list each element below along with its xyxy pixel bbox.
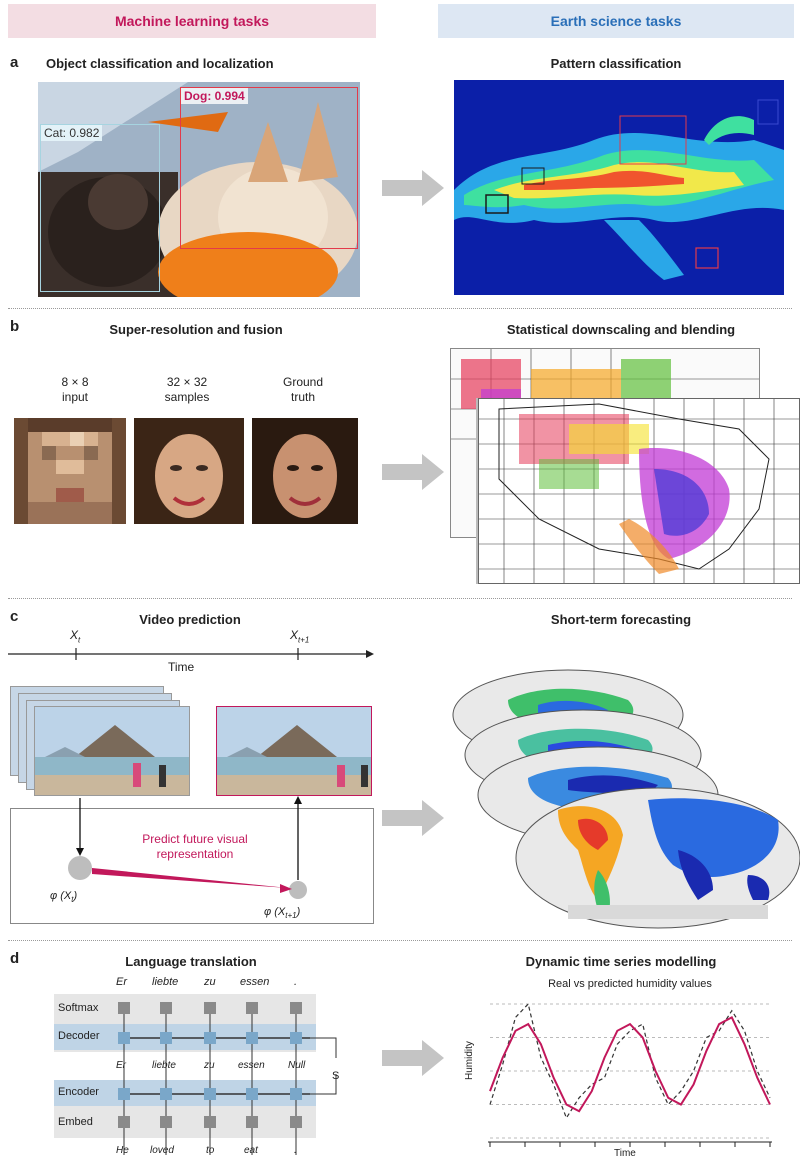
y-axis-label: Humidity [464,1041,475,1080]
chart-ticks [489,1142,771,1147]
panel-d-right-title: Dynamic time series modelling [525,954,717,969]
mid-word-4: Null [288,1060,306,1071]
face-8x8-input [14,418,126,524]
row-label-softmax: Softmax [58,1002,99,1014]
top-word-0: Er [116,976,127,988]
video-frame-predicted [216,706,372,796]
face-32x32-samples [134,418,244,524]
mid-word-0: Er [116,1060,126,1071]
pattern-classification-map [454,80,784,295]
separator-cd [8,940,792,941]
face-caption-ground-truth: Ground truth [282,375,324,404]
chart-grid [490,1003,770,1139]
separator-ab [8,308,792,309]
panel-a-right-title: Pattern classification [550,56,682,71]
top-word-3: essen [240,976,270,988]
phi-t1-label: φ (Xt+1) [264,906,301,921]
dog-bounding-box: Dog: 0.994 [180,87,358,249]
predict-representation-text: Predict future visual representation [142,832,248,861]
ground-truth-face-illustration [252,418,358,524]
top-word-4: . [294,976,298,988]
mountain-scene-illustration [35,707,189,795]
row-label-encoder: Encoder [58,1086,99,1098]
translation-network [118,1002,344,1155]
prediction-arrows [68,796,307,899]
bottom-word-2: to [206,1145,215,1156]
bottom-word-0: He [116,1145,129,1156]
panel-b-left-title: Super-resolution and fusion [109,322,283,337]
face-ground-truth [252,418,358,524]
phi-t-label: φ (Xt) [50,890,78,905]
cat-detection-label: Cat: 0.982 [41,125,103,141]
header-earth-science: Earth science tasks [438,4,794,38]
decoder-row-bg [54,1024,316,1050]
pixelated-face-illustration [14,418,126,524]
arrow-c [382,800,444,836]
panel-label-b: b [10,318,20,335]
panel-b-right-title: Statistical downscaling and blending [506,322,736,337]
x-t-label: Xt [70,628,81,645]
encoder-row-bg [54,1080,316,1106]
timeline [8,648,374,660]
predicted-scene-illustration [217,707,371,795]
chart-subtitle: Real vs predicted humidity values [548,978,712,990]
arrow-a [382,170,444,206]
video-frame-current [34,706,190,796]
mid-word-1: liebte [152,1060,176,1071]
row-label-embed: Embed [58,1116,93,1128]
mid-word-3: essen [238,1060,265,1071]
row-label-decoder: Decoder [58,1030,100,1042]
arrow-d [382,1040,444,1076]
x-axis-label: Time [614,1148,636,1159]
panel-label-a: a [10,54,19,71]
downscaling-map-front-illustration [479,399,799,583]
panel-d-left-title: Language translation [125,954,257,969]
bottom-word-4: . [294,1145,297,1156]
arrow-b [382,454,444,490]
cat-bounding-box: Cat: 0.982 [40,124,160,292]
sample-face-illustration [134,418,244,524]
face-caption-samples: 32 × 32 samples [164,375,210,404]
downscaling-map-front [478,398,800,584]
dog-detection-label: Dog: 0.994 [181,88,248,104]
series-predicted-line [489,1016,771,1113]
x-t1-label: Xt+1 [290,628,310,645]
time-label: Time [168,660,195,674]
panel-c-left-title: Video prediction [139,612,241,627]
header-machine-learning: Machine learning tasks [8,4,376,38]
cat-dog-photo: Dog: 0.994 Cat: 0.982 [38,82,360,297]
face-caption-input: 8 × 8 input [61,375,89,404]
forecasting-globes [452,669,800,929]
s-state-label: S [332,1070,340,1082]
panel-label-c: c [10,608,19,625]
bottom-word-1: loved [150,1145,174,1156]
separator-bc [8,598,792,599]
panel-a-left-title: Object classification and localization [46,56,274,71]
panel-label-d: d [10,950,20,967]
top-word-1: liebte [152,976,179,988]
bottom-word-3: eat [244,1145,258,1156]
top-word-2: zu [204,976,216,988]
representation-box [10,808,374,924]
panel-c-right-title: Short-term forecasting [550,612,692,627]
pattern-map-illustration [454,80,784,295]
humidity-chart [488,1002,772,1147]
mid-word-2: zu [204,1060,215,1071]
series-real-line [489,1002,771,1120]
